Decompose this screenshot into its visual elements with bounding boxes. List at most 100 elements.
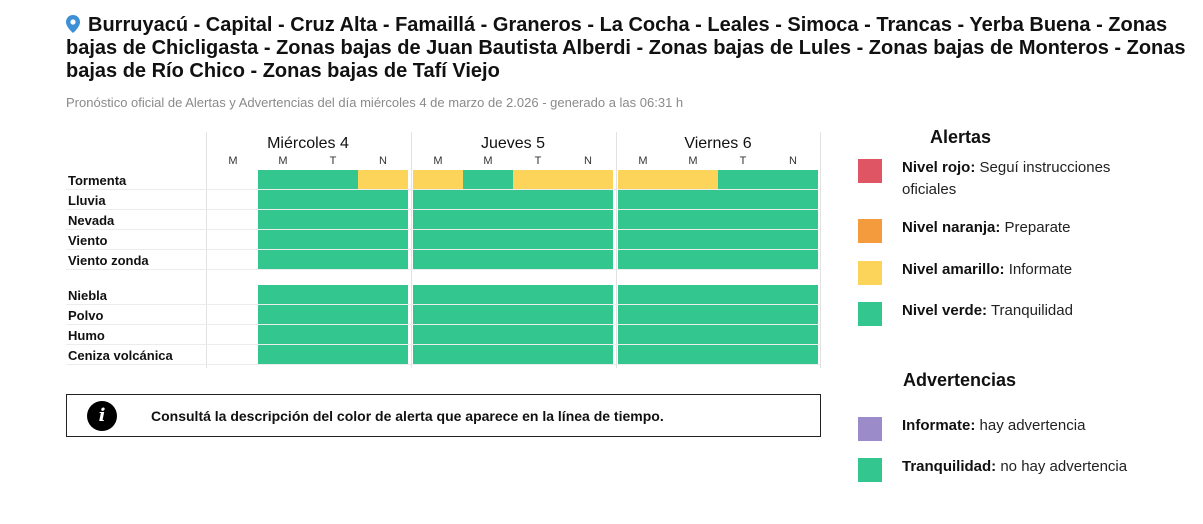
alert-cell-verde <box>463 170 513 189</box>
row-label: Ceniza volcánica <box>68 348 173 363</box>
alert-cell-verde <box>563 250 613 269</box>
alert-cell-verde <box>718 190 768 209</box>
alert-cell-verde <box>718 250 768 269</box>
alert-cell-verde <box>513 285 563 304</box>
alert-cell-verde <box>513 250 563 269</box>
alert-cell-verde <box>358 305 408 324</box>
alert-cell-verde <box>668 285 718 304</box>
alert-cell-verde <box>718 230 768 249</box>
alert-cell-amarillo <box>668 170 718 189</box>
alert-cell-verde <box>258 210 308 229</box>
timeline-row: Nevada <box>66 210 820 230</box>
alert-cell-verde <box>563 325 613 344</box>
timeline-row: Tormenta <box>66 170 820 190</box>
alert-cell-verde <box>358 210 408 229</box>
row-label: Polvo <box>68 308 104 323</box>
day-header: Miércoles 4 <box>267 135 349 152</box>
legend-swatch <box>858 417 882 441</box>
alert-cell-verde <box>258 250 308 269</box>
alert-cell-verde <box>668 250 718 269</box>
alert-cell-verde <box>618 305 668 324</box>
alert-cell-verde <box>463 190 513 209</box>
page-header: Burruyacú - Capital - Cruz Alta - Famail… <box>66 14 1186 110</box>
legend-level-name: Nivel verde: <box>902 302 988 319</box>
info-text: Consultá la descripción del color de ale… <box>151 408 664 424</box>
alert-cell-verde <box>718 305 768 324</box>
alert-cell-verde <box>358 345 408 364</box>
alert-cell-verde <box>668 210 718 229</box>
page-title: Burruyacú - Capital - Cruz Alta - Famail… <box>66 14 1186 83</box>
alert-cell-verde <box>413 210 463 229</box>
forecast-subtitle: Pronóstico oficial de Alertas y Adverten… <box>66 95 684 110</box>
legend-item: Nivel verde: Tranquilidad <box>902 300 1142 322</box>
alert-cell-verde <box>718 210 768 229</box>
legend-item: Nivel amarillo: Informate <box>902 259 1142 281</box>
legend-level-desc: Preparate <box>1000 219 1071 236</box>
alert-cell-verde <box>618 250 668 269</box>
period-label: M <box>638 155 648 167</box>
day-divider <box>411 132 412 368</box>
row-label: Humo <box>68 328 105 343</box>
location-pin-icon <box>66 15 80 33</box>
alert-cell-verde <box>513 190 563 209</box>
legend-level-name: Tranquilidad: <box>902 458 997 475</box>
alert-cell-verde <box>618 190 668 209</box>
legend-item: Informate: hay advertencia <box>902 415 1142 437</box>
legend-swatch <box>858 458 882 482</box>
alert-cell-verde <box>668 230 718 249</box>
title-text: Burruyacú - Capital - Cruz Alta - Famail… <box>66 14 1186 82</box>
alert-cell-verde <box>618 325 668 344</box>
alert-cell-verde <box>308 190 358 209</box>
period-label: M <box>278 155 288 167</box>
alert-cell-verde <box>768 345 818 364</box>
alert-cell-verde <box>308 345 358 364</box>
period-label: N <box>379 155 387 167</box>
alert-cell-verde <box>463 250 513 269</box>
alert-cell-verde <box>718 325 768 344</box>
alert-cell-verde <box>308 325 358 344</box>
alert-cell-verde <box>513 305 563 324</box>
alert-cell-verde <box>513 325 563 344</box>
alert-cell-verde <box>618 285 668 304</box>
period-label: M <box>433 155 443 167</box>
legend-swatch <box>858 302 882 326</box>
alert-cell-verde <box>358 230 408 249</box>
alert-cell-verde <box>308 285 358 304</box>
alert-cell-verde <box>768 170 818 189</box>
alert-cell-verde <box>513 230 563 249</box>
alert-cell-verde <box>308 305 358 324</box>
alert-cell-verde <box>358 325 408 344</box>
alert-cell-verde <box>513 210 563 229</box>
alert-cell-verde <box>768 250 818 269</box>
row-label: Niebla <box>68 288 108 303</box>
legend-level-desc: Seguí instrucciones oficiales <box>902 159 1111 198</box>
day-header: Viernes 6 <box>684 135 752 152</box>
alert-cell-verde <box>258 345 308 364</box>
alert-cell-verde <box>718 345 768 364</box>
alert-cell-verde <box>308 250 358 269</box>
alert-cell-verde <box>463 325 513 344</box>
row-label: Viento zonda <box>68 253 149 268</box>
info-icon: i <box>87 401 117 431</box>
alert-cell-verde <box>463 285 513 304</box>
legend-item: Nivel naranja: Preparate <box>902 217 1142 239</box>
alert-cell-verde <box>563 305 613 324</box>
alert-cell-verde <box>308 170 358 189</box>
alert-cell-verde <box>258 230 308 249</box>
alert-cell-verde <box>258 325 308 344</box>
alert-cell-verde <box>358 285 408 304</box>
alert-cell-verde <box>258 170 308 189</box>
timeline-row: Humo <box>66 325 820 345</box>
legend-item: Tranquilidad: no hay advertencia <box>902 456 1142 478</box>
row-label: Lluvia <box>68 193 106 208</box>
alert-cell-verde <box>768 230 818 249</box>
legend-swatch <box>858 159 882 183</box>
alert-cell-verde <box>563 190 613 209</box>
legend-level-desc: hay advertencia <box>975 417 1086 434</box>
row-label: Nevada <box>68 213 115 228</box>
alert-cell-verde <box>463 230 513 249</box>
alert-cell-verde <box>668 325 718 344</box>
alert-cell-verde <box>563 210 613 229</box>
period-label: T <box>739 155 747 167</box>
timeline-row: Niebla <box>66 285 820 305</box>
